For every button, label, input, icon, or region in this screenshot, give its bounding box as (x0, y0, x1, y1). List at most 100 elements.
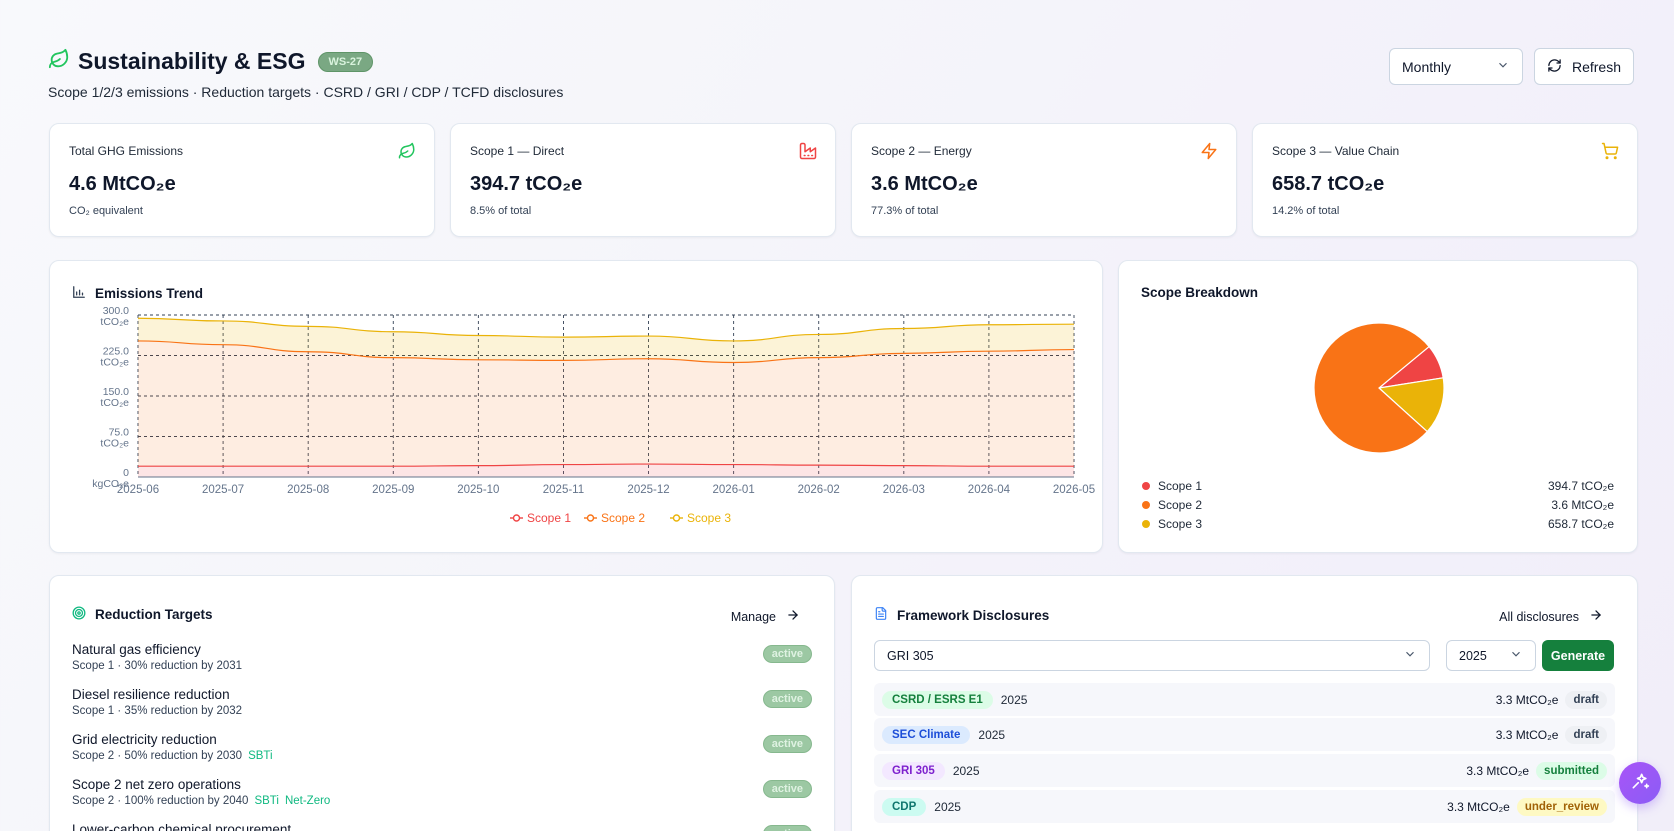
legend-item: Scope 3 (670, 511, 731, 525)
net-zero-tag: Net-Zero (284, 795, 331, 807)
cart-icon (1601, 142, 1619, 165)
status-badge: active (762, 735, 812, 753)
target-item[interactable]: Lower-carbon chemical procurement active (72, 822, 812, 831)
target-meta-text: Scope 1 · 30% reduction by 2031 (72, 660, 243, 672)
legend-label: Scope 1 (527, 511, 571, 525)
x-tick-label: 2026-05 (1053, 484, 1095, 496)
scope-breakdown-pie (1313, 322, 1445, 454)
chevron-down-icon (1403, 647, 1417, 664)
legend-label: Scope 2 (601, 511, 645, 525)
disclosure-year: 2025 (1000, 692, 1028, 707)
page-title: Sustainability & ESG (78, 48, 306, 74)
disclosure-row[interactable]: SEC Climate 2025 3.3 MtCO₂e draft (874, 718, 1615, 751)
workspace-badge: WS-27 (317, 51, 374, 72)
status-badge: draft (1565, 725, 1607, 744)
kpi-sub: 14.2% of total (1272, 205, 1340, 217)
leaf-icon (398, 142, 416, 165)
y-tick-label: 300.0 tCO₂e (100, 305, 129, 328)
target-name: Natural gas efficiency (72, 642, 201, 657)
target-item[interactable]: Natural gas efficiency Scope 1 · 30% red… (72, 642, 812, 687)
status-badge: active (762, 780, 812, 798)
period-select-value: Monthly (1402, 58, 1452, 75)
kpi-sub: 8.5% of total (470, 205, 532, 217)
target-meta-text: Scope 2 · 50% reduction by 2030 (72, 750, 243, 762)
legend-label: Scope 2 (1158, 497, 1203, 512)
x-tick-label: 2025-10 (457, 484, 499, 496)
arrow-right-icon (786, 608, 800, 625)
framework-disclosures-card: Framework Disclosures All disclosures GR… (851, 575, 1638, 831)
emissions-trend-card: Emissions Trend 300.0 tCO₂e 225.0 tCO₂e 150.… (49, 260, 1103, 553)
framework-select[interactable]: GRI 305 (874, 640, 1430, 671)
framework-pill: GRI 305 (882, 761, 945, 780)
sparkles-icon (1630, 771, 1650, 796)
leaf-icon (48, 48, 70, 75)
reduction-targets-card: Reduction Targets Manage Natural gas eff… (49, 575, 835, 831)
x-tick-label: 2025-07 (202, 484, 244, 496)
emissions-trend-title: Emissions Trend (95, 286, 204, 301)
x-tick-label: 2026-01 (713, 484, 755, 496)
kpi-label: Scope 1 — Direct (470, 144, 565, 158)
file-text-icon (874, 606, 888, 624)
status-badge: submitted (1536, 761, 1607, 780)
refresh-button[interactable]: Refresh (1534, 48, 1634, 85)
disclosure-value: 3.3 MtCO₂e (1447, 799, 1510, 814)
target-meta: Scope 1 · 30% reduction by 2031 (72, 660, 812, 672)
scope-breakdown-title: Scope Breakdown (1141, 285, 1259, 300)
target-icon (72, 606, 86, 623)
x-tick-label: 2025-12 (627, 484, 669, 496)
kpi-card-scope3: Scope 3 — Value Chain 658.7 tCO₂e 14.2% … (1252, 123, 1638, 237)
legend-item: Scope 2 3.6 MtCO₂e (1142, 495, 1614, 514)
disclosure-row[interactable]: GRI 305 2025 3.3 MtCO₂e submitted (874, 754, 1615, 787)
x-tick-label: 2025-08 (287, 484, 329, 496)
disclosure-year: 2025 (934, 799, 961, 814)
status-badge: active (762, 825, 812, 831)
x-tick-label: 2025-06 (117, 484, 159, 496)
framework-pill: CDP (882, 797, 927, 816)
emissions-trend-chart: 300.0 tCO₂e 225.0 tCO₂e 150.0 tCO₂e 75.0 tCO₂e 0… (92, 305, 1095, 525)
year-select[interactable]: 2025 (1446, 640, 1536, 671)
disclosure-value: 3.3 MtCO₂e (1495, 692, 1559, 707)
target-item[interactable]: Grid electricity reduction Scope 2 · 50%… (72, 732, 812, 777)
kpi-value: 4.6 MtCO₂e (69, 173, 176, 195)
period-select[interactable]: Monthly (1389, 48, 1523, 85)
kpi-label: Total GHG Emissions (69, 144, 184, 158)
legend-label: Scope 1 (1158, 478, 1203, 493)
target-item[interactable]: Diesel resilience reduction Scope 1 · 35… (72, 687, 812, 732)
disclosure-row[interactable]: CSRD / ESRS E1 2025 3.3 MtCO₂e draft (874, 683, 1615, 716)
line-scope-2 (137, 340, 1075, 364)
kpi-label: Scope 2 — Energy (871, 144, 972, 158)
legend-item: Scope 2 (584, 511, 645, 525)
all-disclosures-label: All disclosures (1499, 609, 1579, 624)
area-scope-2 (138, 340, 1074, 467)
disclosure-value: 3.3 MtCO₂e (1495, 727, 1559, 742)
kpi-value: 3.6 MtCO₂e (871, 173, 978, 195)
kpi-card-scope1: Scope 1 — Direct 394.7 tCO₂e 8.5% of tot… (450, 123, 836, 237)
scope2-dot (1142, 500, 1150, 509)
manage-button[interactable]: Manage (731, 608, 800, 625)
legend-label: Scope 3 (687, 511, 731, 525)
kpi-sub: CO₂ equivalent (69, 205, 143, 217)
y-tick-label: 150.0 tCO₂e (100, 386, 129, 409)
target-meta-text: Scope 1 · 35% reduction by 2032 (72, 705, 243, 717)
pie-slice-scope-3 (1377, 377, 1445, 433)
disclosure-row[interactable]: CDP 2025 3.3 MtCO₂e under_review (874, 790, 1615, 823)
framework-select-value: GRI 305 (887, 648, 934, 663)
sbti-tag: SBTi (254, 795, 279, 807)
all-disclosures-button[interactable]: All disclosures (1499, 608, 1603, 625)
target-item[interactable]: Scope 2 net zero operations Scope 2 · 10… (72, 777, 812, 822)
scope-legend: Scope 1 394.7 tCO₂e Scope 2 3.6 MtCO₂e S… (1142, 476, 1614, 533)
target-name: Lower-carbon chemical procurement (72, 822, 292, 831)
x-tick-label: 2025-09 (372, 484, 414, 496)
ai-assistant-button[interactable] (1619, 762, 1661, 804)
generate-button[interactable]: Generate (1542, 640, 1614, 671)
zap-icon (1200, 142, 1218, 165)
scope3-dot (1142, 519, 1150, 528)
x-tick-label: 2026-04 (968, 484, 1011, 496)
framework-disclosures-title: Framework Disclosures (897, 607, 1050, 623)
scope-breakdown-card: Scope Breakdown Scope 1 394.7 tCO₂e Scop… (1118, 260, 1638, 553)
kpi-value: 658.7 tCO₂e (1272, 173, 1385, 195)
kpi-value: 394.7 tCO₂e (470, 173, 583, 195)
status-badge: active (762, 690, 812, 708)
legend-value: 394.7 tCO₂e (1547, 478, 1614, 493)
reduction-targets-title: Reduction Targets (95, 607, 213, 622)
